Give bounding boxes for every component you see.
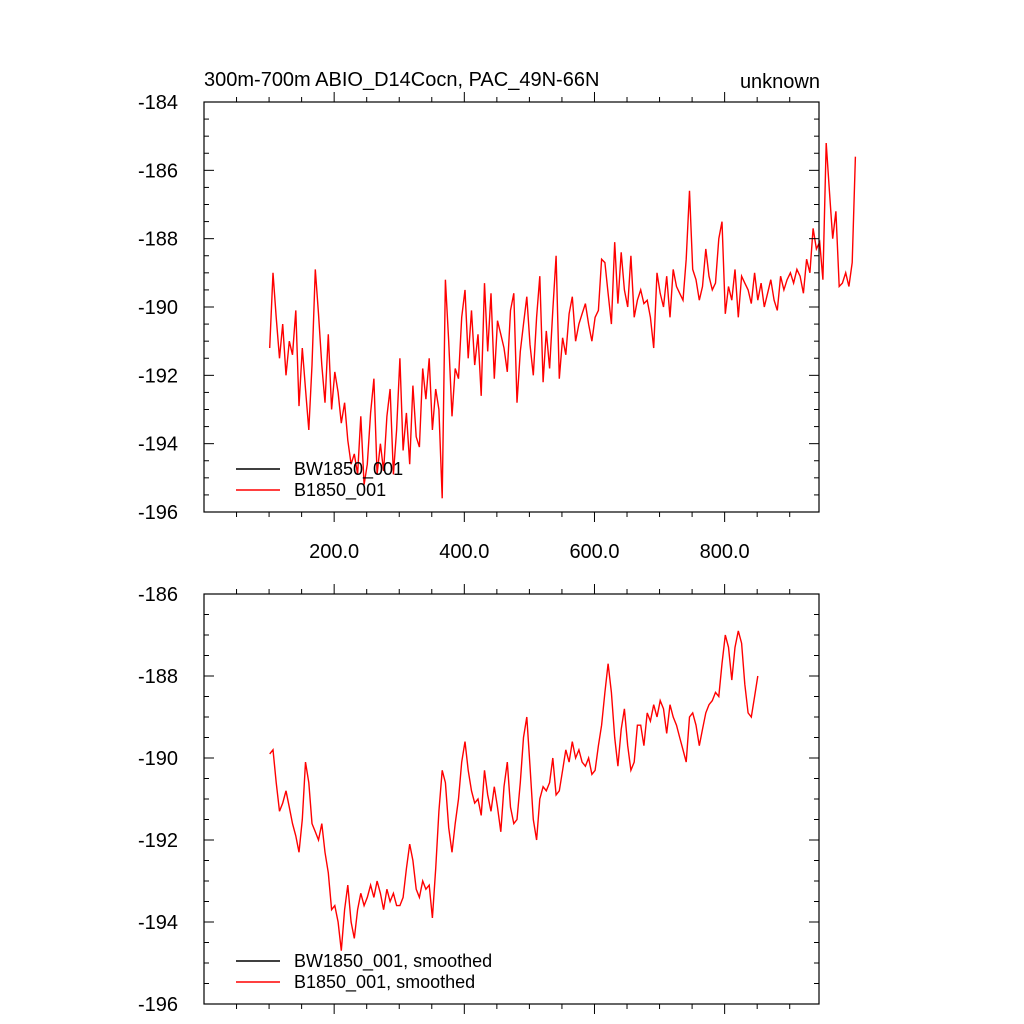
y-tick-label: -184 — [138, 92, 178, 114]
y-tick-label: -188 — [138, 229, 178, 251]
y-tick-label: -194 — [138, 912, 178, 934]
y-tick-label: -192 — [138, 365, 178, 387]
y-tick-label: -190 — [138, 748, 178, 770]
y-tick-label: -196 — [138, 994, 178, 1016]
x-tick-label: 400.0 — [439, 541, 489, 563]
legend-label-bw1850-001-smoothed: BW1850_001, smoothed — [294, 951, 492, 972]
bottom-legend: BW1850_001, smoothed B1850_001, smoothed — [236, 951, 492, 993]
x-tick-label: 600.0 — [569, 541, 619, 563]
series-line-b1850-001 — [269, 142, 857, 499]
legend-label-b1850-001-smoothed: B1850_001, smoothed — [294, 972, 475, 993]
legend-label-bw1850-001: BW1850_001 — [294, 459, 403, 480]
y-tick-label: -194 — [138, 434, 178, 456]
bottom-panel: -196 -194 -192 -190 -188 -186 BW1850_001, smo… — [138, 584, 820, 1016]
top-chart-right-title: unknown — [740, 71, 820, 93]
y-tick-label: -196 — [138, 502, 178, 524]
y-tick-label: -192 — [138, 830, 178, 852]
y-tick-label: -188 — [138, 666, 178, 688]
bottom-plot-frame — [203, 593, 820, 1005]
x-tick-label: 800.0 — [700, 541, 750, 563]
y-tick-label: -186 — [138, 160, 178, 182]
top-legend: BW1850_001 B1850_001 — [236, 459, 403, 501]
x-tick-label: 200.0 — [309, 541, 359, 563]
top-panel: 300m-700m ABIO_D14Cocn, PAC_49N-66N unkn… — [138, 69, 857, 563]
series-line-b1850-001-smoothed — [269, 630, 759, 951]
legend-label-b1850-001: B1850_001 — [294, 480, 386, 501]
y-tick-label: -186 — [138, 584, 178, 606]
top-chart-title: 300m-700m ABIO_D14Cocn, PAC_49N-66N — [204, 69, 599, 91]
y-tick-label: -190 — [138, 297, 178, 319]
